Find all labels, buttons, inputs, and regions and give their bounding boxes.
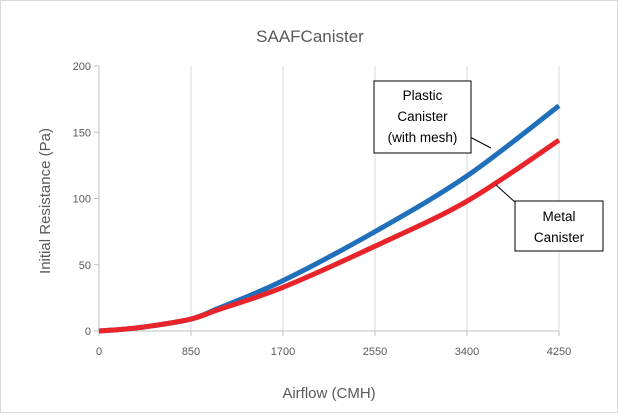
x-tick-label: 2550 (363, 346, 387, 358)
callout-plastic-box (373, 80, 472, 154)
chart-title: SAAFCanister (256, 27, 364, 46)
callout-metal-line-2: Canister (534, 230, 585, 245)
callout-metal-pointer (495, 184, 517, 204)
axes (94, 65, 560, 336)
x-tick-label: 1700 (271, 346, 295, 358)
callout-metal: Metal Canister (495, 184, 604, 252)
callout-plastic-line-3: (with mesh) (388, 130, 458, 145)
y-tick-label: 50 (79, 260, 91, 272)
y-tick-label: 150 (73, 127, 91, 139)
callout-metal-line-1: Metal (542, 209, 575, 224)
y-axis-label: Initial Resistance (Pa) (37, 128, 54, 274)
series-line-1 (98, 103, 561, 334)
x-tick-label: 3400 (455, 346, 479, 358)
callout-metal-box (514, 200, 604, 252)
tick-labels: 0 50 100 150 200 0 850 1700 2550 3400 4250 (73, 61, 572, 358)
x-tick-label: 4250 (547, 346, 571, 358)
x-axis-label: Airflow (CMH) (282, 385, 375, 402)
x-tick-label: 0 (96, 346, 102, 358)
series-line-2 (98, 138, 561, 334)
callout-plastic: Plastic Canister (with mesh) (373, 80, 492, 154)
series-lines (98, 103, 561, 334)
y-tick-label: 0 (85, 326, 91, 338)
callout-plastic-line-2: Canister (397, 109, 448, 124)
x-tick-label: 850 (182, 346, 200, 358)
callout-plastic-pointer (469, 136, 492, 149)
callout-plastic-line-1: Plastic (403, 88, 443, 103)
y-tick-label: 100 (73, 194, 91, 206)
y-tick-label: 200 (73, 61, 91, 73)
